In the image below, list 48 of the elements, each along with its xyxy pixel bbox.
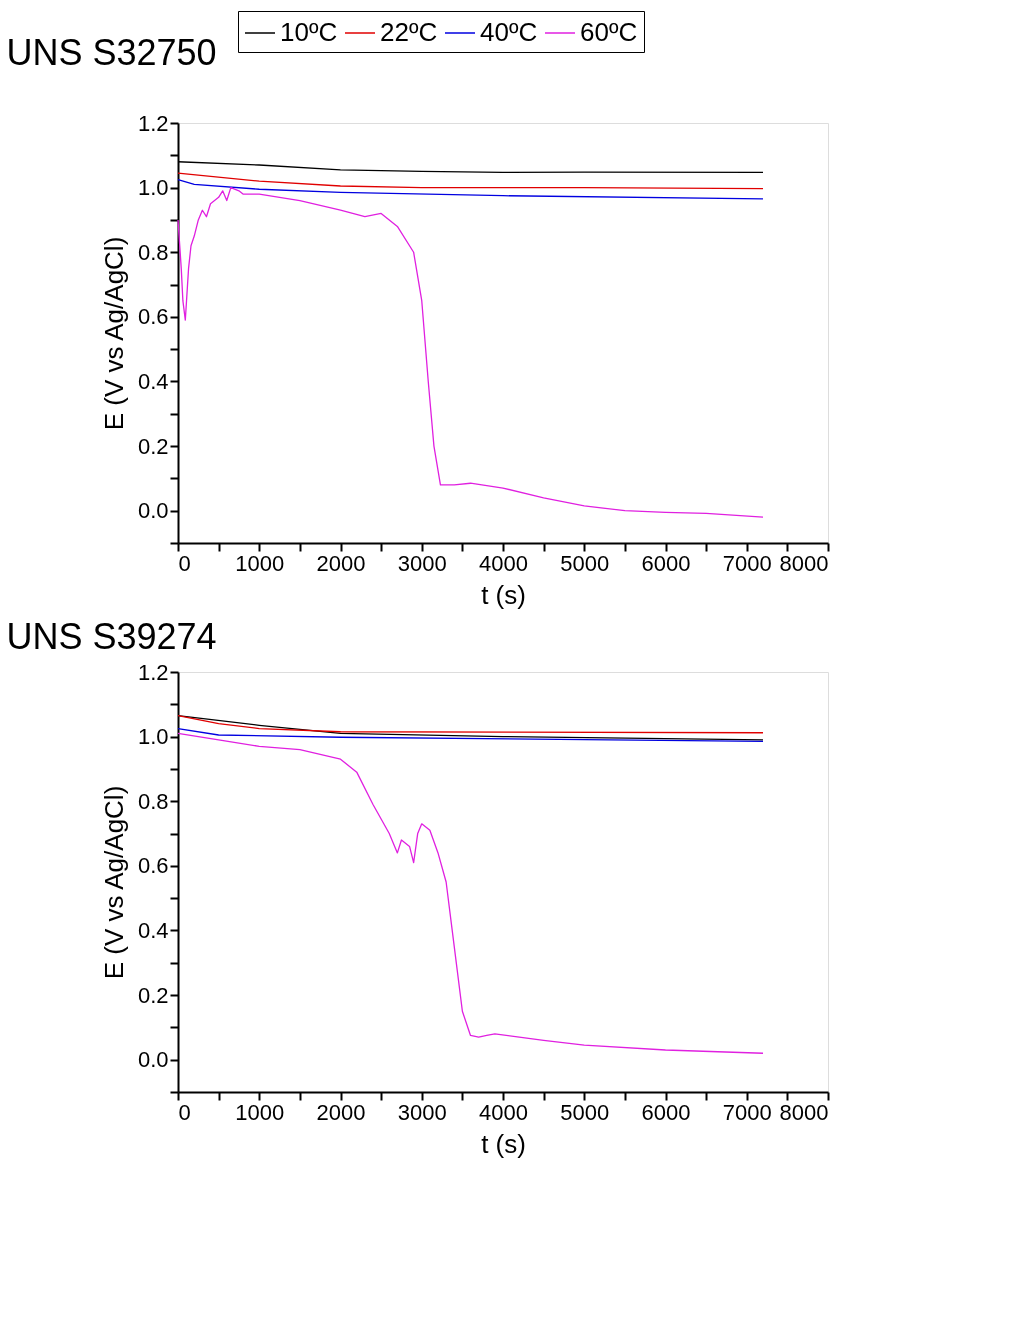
legend-label: 10ºC: [280, 17, 338, 47]
x-tick-label: 1000: [235, 1099, 285, 1125]
x-tick-label: 0: [178, 1099, 191, 1125]
y-tick-label: 0.2: [137, 433, 169, 459]
x-tick-label: 5000: [560, 1099, 610, 1125]
y-tick-label: 1.0: [137, 724, 169, 750]
line-series: [177, 714, 764, 734]
chart-title: UNS S32750: [6, 31, 217, 73]
y-axis-title: E (V vs Ag/AgCl): [98, 236, 129, 431]
x-tick-label: 6000: [641, 1099, 691, 1125]
y-tick-label: 0.0: [137, 498, 169, 524]
x-tick-label: 8000: [779, 550, 829, 576]
legend-label: 22ºC: [380, 17, 438, 47]
x-tick-label: 3000: [397, 550, 447, 576]
y-tick-label: 0.6: [137, 853, 169, 879]
y-tick-label: 0.8: [137, 239, 169, 265]
y-tick-label: 1.0: [137, 175, 169, 201]
y-tick-label: 0.8: [137, 788, 169, 814]
line-series: [177, 732, 764, 1054]
x-tick-label: 3000: [397, 1099, 447, 1125]
x-tick-label: 8000: [779, 1099, 829, 1125]
y-tick-label: 0.0: [137, 1047, 169, 1073]
y-tick-label: 0.4: [137, 917, 169, 943]
y-tick-label: 0.4: [137, 368, 169, 394]
line-series: [177, 186, 764, 518]
x-tick-label: 7000: [722, 550, 772, 576]
y-tick-label: 0.2: [137, 982, 169, 1008]
x-tick-label: 0: [178, 550, 191, 576]
x-tick-label: 4000: [479, 550, 528, 576]
x-tick-label: 2000: [316, 1099, 366, 1125]
line-series: [177, 172, 764, 190]
legend-label: 60ºC: [580, 17, 638, 47]
x-tick-label: 5000: [560, 550, 610, 576]
x-tick-label: 1000: [235, 550, 285, 576]
x-axis-title: t (s): [481, 579, 526, 610]
y-axis-title: E (V vs Ag/AgCl): [98, 785, 129, 980]
x-tick-label: 7000: [722, 1099, 772, 1125]
x-tick-label: 2000: [316, 550, 366, 576]
legend-label: 40ºC: [480, 17, 538, 47]
y-tick-label: 1.2: [137, 110, 169, 136]
line-series: [177, 178, 764, 200]
y-tick-label: 1.2: [137, 659, 169, 685]
line-series: [177, 727, 764, 743]
y-tick-label: 0.6: [137, 304, 169, 330]
chart-title: UNS S39274: [6, 616, 217, 657]
x-tick-label: 4000: [479, 1099, 528, 1125]
x-axis-title: t (s): [481, 1128, 526, 1159]
x-tick-label: 6000: [641, 550, 691, 576]
